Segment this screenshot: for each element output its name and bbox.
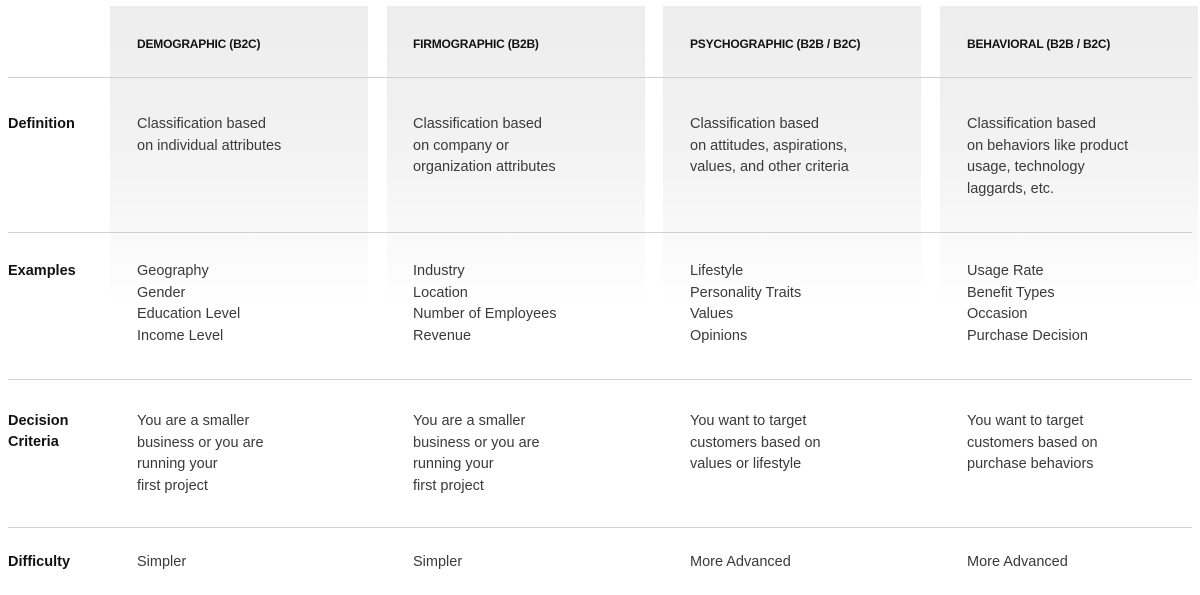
row-divider [8,527,1192,528]
cell-line: on attitudes, aspirations, [690,137,848,154]
cell-line: Industry [413,263,465,279]
column-background-behavioral [940,6,1198,306]
column-background-firmographic [387,6,645,306]
cell-line: More Advanced [690,554,791,570]
definition-psychographic-cell: Classification based on attitudes, aspir… [690,114,930,179]
cell-line: Purchase Decision [967,327,1088,344]
cell-line: customers based on [690,434,821,451]
row-divider [8,77,1192,78]
cell-line: Revenue [413,327,472,344]
cell-line: Simpler [413,554,463,570]
cell-line: Occasion [967,306,1028,322]
definition-behavioral-cell: Classification based on behaviors like p… [967,114,1200,200]
cell-line: Opinions [690,327,748,344]
row-header-text: Definition [8,116,75,132]
decision-criteria-firmographic-cell: You are a smaller business or you are ru… [413,411,653,497]
cell-line: More Advanced [967,554,1068,570]
examples-demographic-cell: Geography Gender Education Level Income … [137,261,377,347]
definition-firmographic-cell: Classification based on company or organ… [413,114,653,179]
cell-line: Values [690,306,734,322]
cell-line: Personality Traits [690,284,802,301]
row-header-difficulty: Difficulty [8,552,103,573]
cell-line: laggards, etc. [967,180,1055,197]
cell-line: You are a smaller [413,413,526,429]
cell-line: organization attributes [413,159,556,175]
cell-line: business or you are [137,434,264,451]
column-background-psychographic [663,6,921,306]
difficulty-demographic-cell: Simpler [137,552,377,574]
cell-line: Benefit Types [967,284,1055,301]
cell-line: on company or [413,137,509,154]
decision-criteria-behavioral-cell: You want to target customers based on pu… [967,411,1200,476]
cell-line: Number of Employees [413,306,557,322]
row-header-examples: Examples [8,261,103,282]
difficulty-behavioral-cell: More Advanced [967,552,1200,574]
cell-line: Location [413,284,468,301]
cell-line: Classification based [413,116,542,132]
row-header-text: Difficulty [8,554,71,570]
row-header-definition: Definition [8,114,103,135]
column-header-demographic: DEMOGRAPHIC (B2C) [137,37,261,51]
difficulty-psychographic-cell: More Advanced [690,552,930,574]
cell-line: on behaviors like product [967,137,1129,154]
cell-line: purchase behaviors [967,456,1094,472]
examples-behavioral-cell: Usage Rate Benefit Types Occasion Purcha… [967,261,1200,347]
cell-line: on individual attributes [137,137,282,154]
cell-line: first project [137,477,208,494]
row-header-text: Examples [8,263,76,279]
decision-criteria-psychographic-cell: You want to target customers based on va… [690,411,930,476]
row-divider [8,232,1192,233]
cell-line: Classification based [137,116,266,132]
cell-line: You want to target [967,413,1084,429]
row-header-text: Criteria [8,434,59,450]
column-header-firmographic: FIRMOGRAPHIC (B2B) [413,37,539,51]
cell-line: values, and other criteria [690,159,849,175]
examples-firmographic-cell: Industry Location Number of Employees Re… [413,261,653,347]
column-background-demographic [110,6,368,306]
cell-line: customers based on [967,434,1098,451]
column-header-psychographic: PSYCHOGRAPHIC (B2B / B2C) [690,37,861,51]
cell-line: running your [413,456,494,472]
cell-line: Lifestyle [690,263,744,279]
cell-line: first project [413,477,484,494]
row-header-text: Decision [8,413,69,429]
cell-line: Education Level [137,306,241,322]
cell-line: values or lifestyle [690,456,802,472]
cell-line: Gender [137,284,186,301]
cell-line: Classification based [690,116,819,132]
column-header-behavioral: BEHAVIORAL (B2B / B2C) [967,37,1111,51]
definition-demographic-cell: Classification based on individual attri… [137,114,377,157]
decision-criteria-demographic-cell: You are a smaller business or you are ru… [137,411,377,497]
cell-line: You are a smaller [137,413,250,429]
cell-line: Geography [137,263,209,279]
cell-line: You want to target [690,413,807,429]
cell-line: Classification based [967,116,1096,132]
row-divider [8,379,1192,380]
difficulty-firmographic-cell: Simpler [413,552,653,574]
cell-line: Simpler [137,554,187,570]
row-header-decision-criteria: Decision Criteria [8,411,103,453]
examples-psychographic-cell: Lifestyle Personality Traits Values Opin… [690,261,930,347]
cell-line: business or you are [413,434,540,451]
cell-line: Usage Rate [967,263,1044,279]
cell-line: Income Level [137,327,224,344]
cell-line: usage, technology [967,159,1085,175]
cell-line: running your [137,456,218,472]
